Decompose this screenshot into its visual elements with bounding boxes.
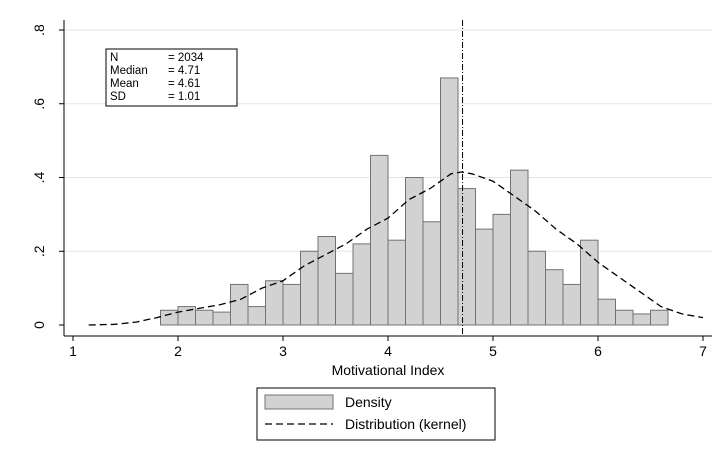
stats-box: N = 2034 Median = 4.71 Mean = 4.61 SD = … (105, 48, 238, 107)
histogram-bar (527, 250, 547, 326)
histogram-bar (335, 272, 354, 326)
stats-value-median: = 4.71 (168, 65, 200, 77)
x-tick-label: 1 (69, 343, 77, 359)
histogram-bar (387, 239, 407, 326)
legend-density-label: Density (345, 394, 392, 410)
histogram-bar (317, 236, 336, 326)
x-tick-label: 7 (699, 343, 707, 359)
stats-label-mean: Mean (110, 78, 139, 90)
axes: 1 2 3 4 5 6 7 0 .2 .4 .6 .8 (31, 20, 712, 359)
stats-value-n: = 2034 (168, 52, 204, 64)
legend: Density Distribution (kernel) (256, 387, 496, 441)
x-tick-label: 4 (384, 343, 392, 359)
histogram-bar (597, 298, 617, 326)
histogram-bar (264, 280, 284, 326)
stats-value-sd: = 1.01 (168, 91, 200, 103)
histogram-bar (405, 177, 424, 326)
y-tick-label: .2 (31, 245, 47, 257)
histogram-bar (230, 283, 249, 326)
histogram-bar (369, 154, 389, 326)
legend-density-swatch (264, 394, 334, 410)
x-tick-label: 6 (594, 343, 602, 359)
histogram-bar (615, 309, 634, 326)
histogram-bar (212, 311, 232, 326)
histogram-bars (159, 77, 669, 326)
x-tick-label: 3 (279, 343, 287, 359)
histogram-bar (492, 213, 512, 326)
histogram-bar (195, 309, 214, 326)
legend-kernel-label: Distribution (kernel) (345, 416, 466, 432)
histogram-bar (545, 269, 564, 326)
histogram-bar (632, 313, 652, 326)
histogram-bar (422, 221, 441, 326)
histogram-bar (159, 309, 179, 326)
histogram-bar (510, 169, 529, 326)
y-tick-label: .4 (31, 171, 47, 183)
histogram-bar (440, 77, 459, 326)
stats-value-mean: = 4.61 (168, 78, 200, 90)
kernel-density-line (88, 171, 704, 326)
x-tick-label: 2 (174, 343, 182, 359)
histogram-bar (579, 239, 599, 326)
stats-label-sd: SD (110, 91, 126, 103)
histogram-bar (474, 228, 494, 326)
y-tick-label: .8 (31, 24, 47, 36)
y-tick-label: 0 (31, 321, 47, 329)
kernel-layer (88, 171, 704, 326)
histogram-bar (247, 306, 267, 326)
histogram-bar (650, 309, 669, 326)
x-tick-label: 5 (489, 343, 497, 359)
histogram-bar (282, 283, 302, 326)
histogram-bar (300, 250, 319, 326)
stats-label-n: N (110, 52, 118, 64)
y-tick-label: .6 (31, 98, 47, 110)
histogram-bar (457, 188, 477, 326)
histogram-bar (352, 243, 372, 326)
stats-label-median: Median (110, 65, 148, 77)
x-axis-title: Motivational Index (332, 362, 445, 378)
histogram-bar (562, 283, 582, 326)
